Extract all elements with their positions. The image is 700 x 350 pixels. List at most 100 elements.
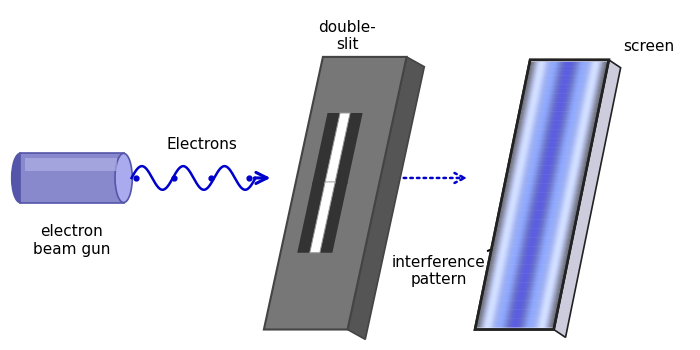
Polygon shape [542,296,544,301]
Polygon shape [588,120,589,125]
Polygon shape [500,246,502,251]
Polygon shape [524,246,526,251]
Polygon shape [528,134,529,138]
Polygon shape [552,71,554,75]
Polygon shape [550,215,552,219]
Polygon shape [566,170,567,174]
Polygon shape [516,138,517,143]
Polygon shape [561,210,562,215]
Polygon shape [505,179,507,183]
Polygon shape [520,215,522,219]
Polygon shape [564,224,565,229]
Polygon shape [526,98,528,102]
Polygon shape [521,296,522,301]
Polygon shape [536,183,538,188]
Polygon shape [534,183,535,188]
Polygon shape [529,183,531,188]
Polygon shape [515,301,516,305]
Polygon shape [570,130,571,134]
Polygon shape [525,183,526,188]
Polygon shape [503,273,504,278]
Polygon shape [537,273,538,278]
Polygon shape [559,246,560,251]
Polygon shape [563,237,564,242]
Polygon shape [596,84,598,89]
Polygon shape [529,75,531,80]
Polygon shape [536,256,537,260]
Polygon shape [551,251,552,256]
Polygon shape [529,309,531,314]
Polygon shape [510,314,511,318]
Polygon shape [547,179,549,183]
Polygon shape [577,107,578,111]
Polygon shape [524,98,525,102]
Polygon shape [530,116,531,120]
Polygon shape [550,93,552,98]
Polygon shape [528,89,529,93]
Polygon shape [564,251,566,256]
Polygon shape [567,147,568,152]
Polygon shape [505,188,507,193]
Polygon shape [538,75,539,80]
Polygon shape [586,147,587,152]
Polygon shape [547,296,548,301]
Polygon shape [550,193,551,197]
Polygon shape [587,120,588,125]
Polygon shape [573,215,574,219]
Polygon shape [549,71,550,75]
Polygon shape [549,179,550,183]
Polygon shape [529,120,531,125]
Polygon shape [554,111,556,116]
Polygon shape [560,80,561,84]
Polygon shape [526,287,528,292]
Polygon shape [592,89,593,93]
Polygon shape [535,210,536,215]
Polygon shape [533,62,534,66]
Polygon shape [512,265,514,269]
Polygon shape [575,166,576,170]
Polygon shape [577,179,578,183]
Polygon shape [503,260,504,265]
Polygon shape [533,125,535,130]
Polygon shape [522,224,524,229]
Polygon shape [539,318,540,323]
Polygon shape [503,296,504,301]
Polygon shape [568,138,570,143]
Polygon shape [561,233,563,237]
Polygon shape [529,202,530,206]
Polygon shape [561,273,562,278]
Polygon shape [527,197,528,202]
Polygon shape [578,98,579,102]
Polygon shape [508,260,510,265]
Polygon shape [554,296,555,301]
Polygon shape [552,80,554,84]
Polygon shape [522,179,524,183]
Polygon shape [496,323,498,328]
Polygon shape [540,215,542,219]
Polygon shape [601,84,602,89]
Polygon shape [538,215,540,219]
Polygon shape [518,287,519,292]
Polygon shape [513,233,514,237]
Polygon shape [573,138,575,143]
Polygon shape [548,125,550,130]
Polygon shape [571,179,573,183]
Polygon shape [539,265,540,269]
Polygon shape [552,292,553,296]
Polygon shape [590,89,592,93]
Polygon shape [554,156,555,161]
Polygon shape [526,296,527,301]
Polygon shape [569,161,570,166]
Polygon shape [539,292,540,296]
Polygon shape [527,323,528,328]
Polygon shape [492,278,493,282]
Polygon shape [505,323,506,328]
Polygon shape [571,98,573,102]
Polygon shape [556,210,557,215]
Polygon shape [559,246,561,251]
Polygon shape [509,202,510,206]
Polygon shape [533,282,534,287]
Polygon shape [534,156,536,161]
Polygon shape [500,305,502,309]
Polygon shape [561,71,563,75]
